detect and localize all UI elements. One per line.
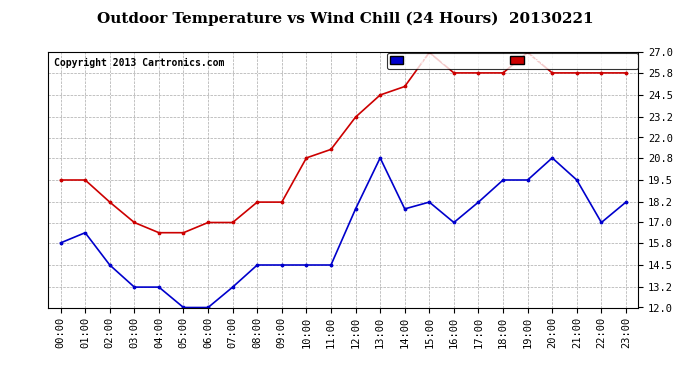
Text: Outdoor Temperature vs Wind Chill (24 Hours)  20130221: Outdoor Temperature vs Wind Chill (24 Ho… xyxy=(97,11,593,26)
Legend: Wind Chill (°F), Temperature (°F): Wind Chill (°F), Temperature (°F) xyxy=(387,53,638,69)
Text: Copyright 2013 Cartronics.com: Copyright 2013 Cartronics.com xyxy=(55,58,224,68)
